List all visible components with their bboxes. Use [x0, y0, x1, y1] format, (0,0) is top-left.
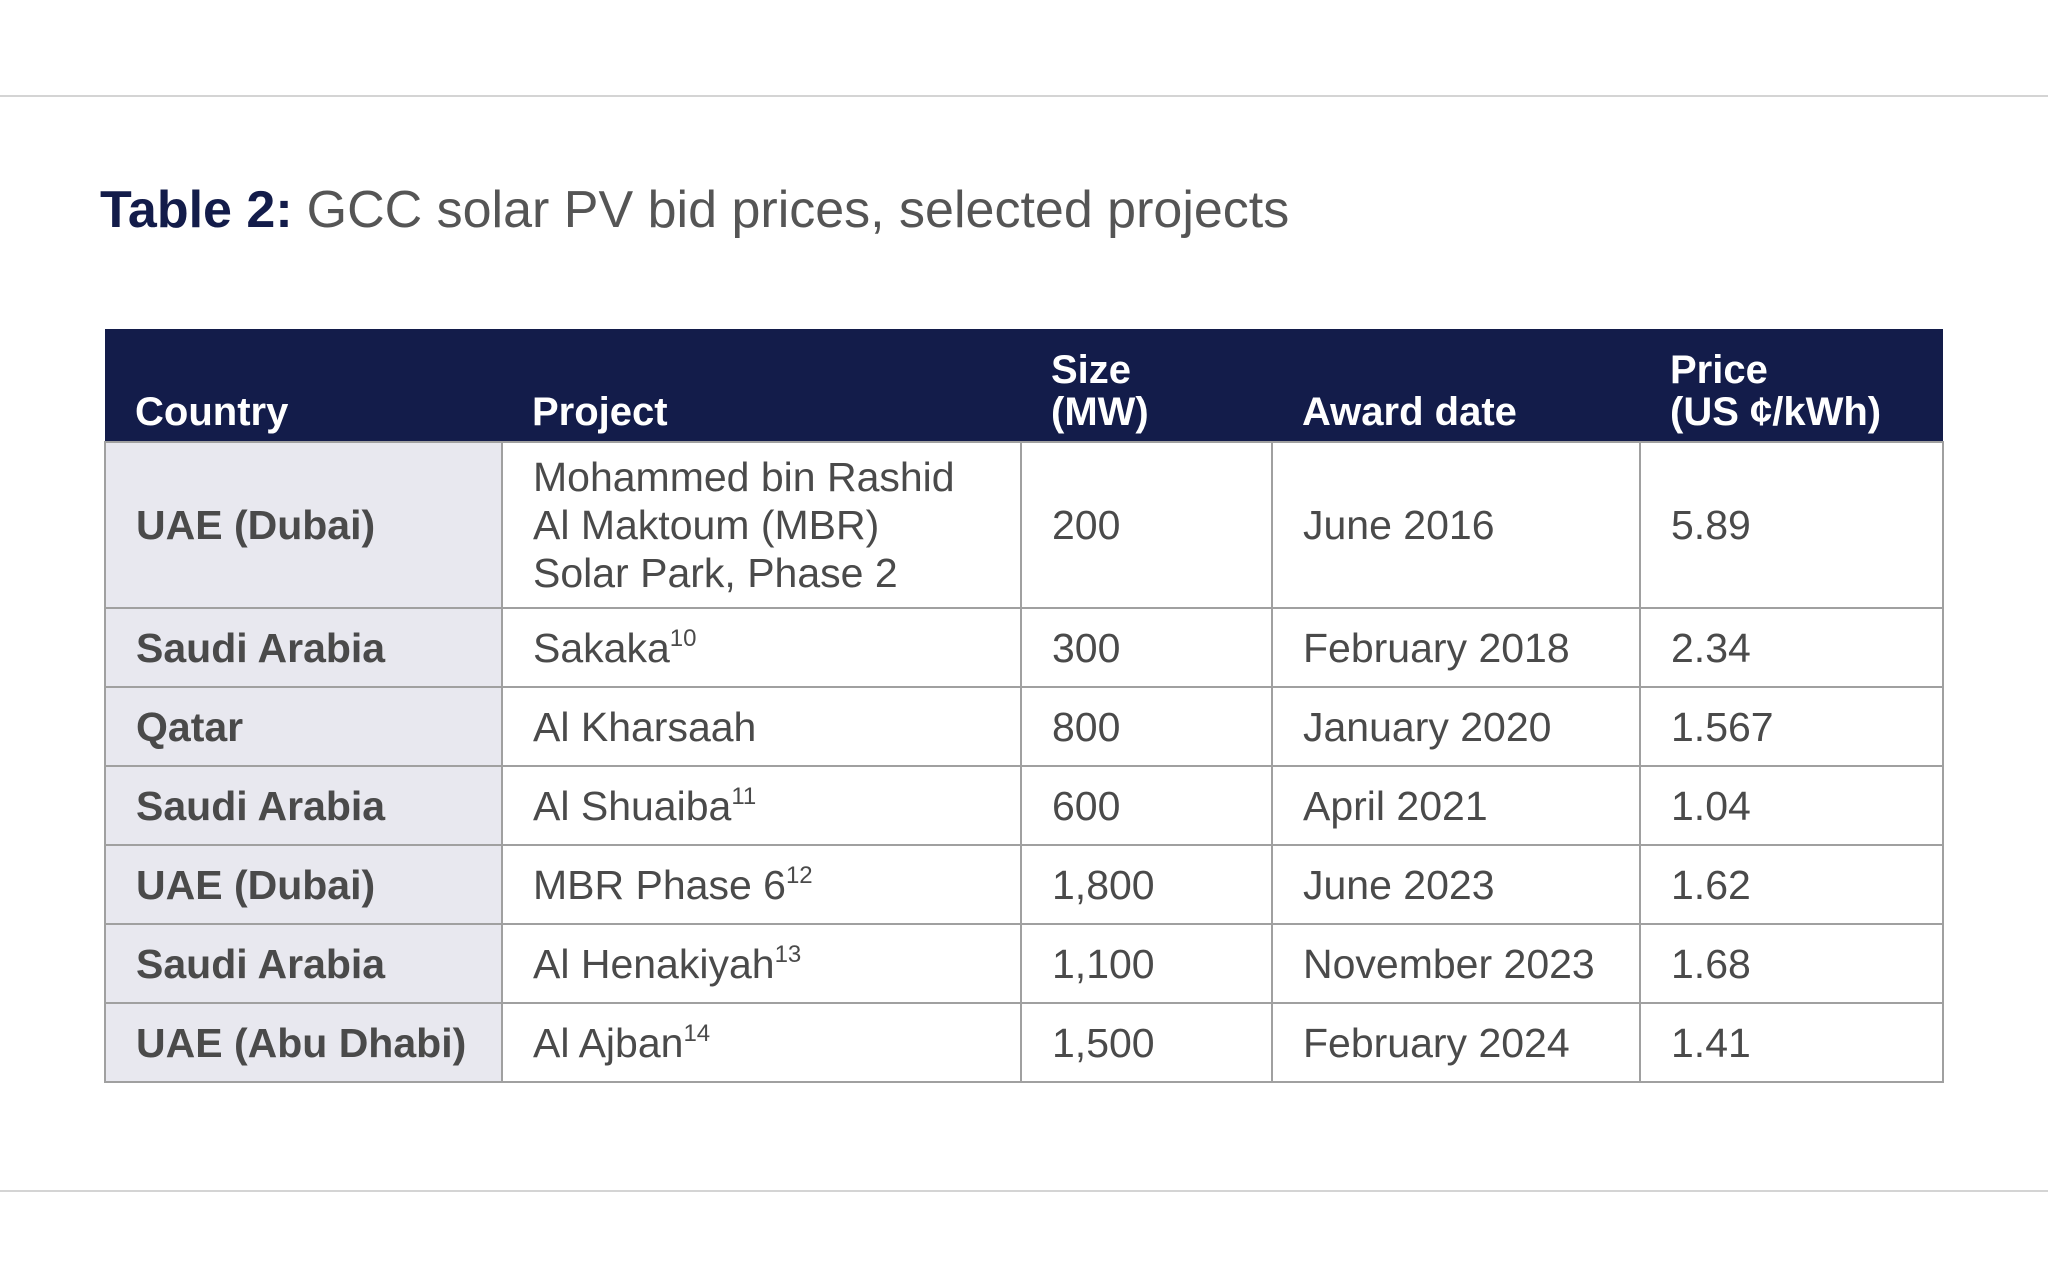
header-line: Price — [1670, 348, 1768, 392]
project-cell: Al Kharsaah — [501, 686, 1022, 767]
project-text: Sakaka — [533, 624, 670, 671]
project-cell: Al Ajban14 — [501, 1002, 1022, 1083]
project-text: Al Shuaiba — [533, 782, 732, 829]
price-cell: 1.68 — [1639, 923, 1944, 1004]
price-cell: 1.04 — [1639, 765, 1944, 846]
project-text: Al Henakiyah — [533, 940, 775, 987]
size-cell: 1,100 — [1020, 923, 1273, 1004]
country-cell: Saudi Arabia — [104, 765, 503, 846]
size-cell: 1,800 — [1020, 844, 1273, 925]
project-text: Solar Park, Phase 2 — [533, 550, 898, 596]
project-text: Al Ajban — [533, 1019, 684, 1066]
header-line: Country — [135, 390, 289, 434]
header-row: Country Project Size (MW) Award date Price (US… — [105, 329, 1943, 442]
price-cell: 1.567 — [1639, 686, 1944, 767]
project-text: Al Kharsaah — [533, 703, 757, 750]
price-cell: 2.34 — [1639, 607, 1944, 688]
table-title: Table 2: GCC solar PV bid prices, selecte… — [100, 180, 1289, 240]
table-row: UAE (Dubai) Mohammed bin Rashid Al Maktoum… — [104, 441, 1944, 609]
project-cell: Al Henakiyah13 — [501, 923, 1022, 1004]
title-text: GCC solar PV bid prices, selected projec… — [306, 181, 1290, 239]
award-date-cell: February 2024 — [1271, 1002, 1641, 1083]
header-line: Project — [532, 390, 668, 434]
title-label: Table 2: — [100, 181, 293, 239]
column-header: Project — [502, 329, 1021, 442]
project-line: Solar Park, Phase 2 — [533, 549, 990, 597]
header-line: (MW) — [1051, 390, 1149, 434]
award-date-cell: June 2023 — [1271, 844, 1641, 925]
bottom-rule — [0, 1190, 2048, 1192]
header-line: (US ¢/kWh) — [1670, 390, 1882, 434]
table-row: Saudi Arabia Sakaka10 300 February 2018 2.34 — [104, 607, 1944, 688]
header-line: Award date — [1302, 390, 1517, 434]
price-cell: 1.62 — [1639, 844, 1944, 925]
project-line: Al Henakiyah13 — [533, 940, 990, 988]
country-cell: Saudi Arabia — [104, 923, 503, 1004]
award-date-cell: April 2021 — [1271, 765, 1641, 846]
footnote-ref: 13 — [774, 940, 802, 968]
project-line: Sakaka10 — [533, 624, 990, 672]
size-cell: 1,500 — [1020, 1002, 1273, 1083]
project-line: Al Shuaiba11 — [533, 782, 990, 830]
country-cell: Qatar — [104, 686, 503, 767]
table-row: Saudi Arabia Al Shuaiba11 600 April 2021 1.0… — [104, 765, 1944, 846]
project-line: Mohammed bin Rashid — [533, 453, 990, 501]
header-line: Size — [1051, 348, 1132, 392]
country-cell: UAE (Dubai) — [104, 844, 503, 925]
award-date-cell: February 2018 — [1271, 607, 1641, 688]
table-row: UAE (Abu Dhabi) Al Ajban14 1,500 February 2… — [104, 1002, 1944, 1083]
size-cell: 300 — [1020, 607, 1273, 688]
top-rule — [0, 95, 2048, 97]
column-header: Size (MW) — [1021, 329, 1272, 442]
project-line: Al Maktoum (MBR) — [533, 501, 990, 549]
price-cell: 5.89 — [1639, 441, 1944, 609]
project-cell: MBR Phase 612 — [501, 844, 1022, 925]
footnote-ref: 12 — [785, 861, 813, 889]
table-body: UAE (Dubai) Mohammed bin Rashid Al Maktoum… — [104, 441, 1944, 1083]
project-cell: Mohammed bin Rashid Al Maktoum (MBR) Solar… — [501, 441, 1022, 609]
project-line: Al Kharsaah — [533, 703, 990, 751]
project-cell: Al Shuaiba11 — [501, 765, 1022, 846]
project-line: MBR Phase 612 — [533, 861, 990, 909]
column-header: Award date — [1272, 329, 1640, 442]
footnote-ref: 14 — [683, 1019, 711, 1047]
table-row: Qatar Al Kharsaah 800 January 2020 1.567 — [104, 686, 1944, 767]
project-line: Al Ajban14 — [533, 1019, 990, 1067]
award-date-cell: January 2020 — [1271, 686, 1641, 767]
award-date-cell: November 2023 — [1271, 923, 1641, 1004]
size-cell: 200 — [1020, 441, 1273, 609]
project-text: Mohammed bin Rashid — [533, 454, 955, 500]
size-cell: 600 — [1020, 765, 1273, 846]
table-head: Country Project Size (MW) Award date Price (US… — [105, 329, 1943, 442]
price-cell: 1.41 — [1639, 1002, 1944, 1083]
project-text: MBR Phase 6 — [533, 861, 786, 908]
award-date-cell: June 2016 — [1271, 441, 1641, 609]
column-header: Price (US ¢/kWh) — [1640, 329, 1943, 442]
column-header: Country — [105, 329, 502, 442]
table-row: Saudi Arabia Al Henakiyah13 1,100 November … — [104, 923, 1944, 1004]
table-row: UAE (Dubai) MBR Phase 612 1,800 June 2023 1.… — [104, 844, 1944, 925]
size-cell: 800 — [1020, 686, 1273, 767]
project-cell: Sakaka10 — [501, 607, 1022, 688]
footnote-ref: 11 — [731, 782, 757, 810]
footnote-ref: 10 — [669, 624, 697, 652]
bid-table: Country Project Size (MW) Award date Price (US… — [104, 329, 1944, 1083]
project-text: Al Maktoum (MBR) — [533, 502, 880, 548]
country-cell: Saudi Arabia — [104, 607, 503, 688]
country-cell: UAE (Dubai) — [104, 441, 503, 609]
country-cell: UAE (Abu Dhabi) — [104, 1002, 503, 1083]
